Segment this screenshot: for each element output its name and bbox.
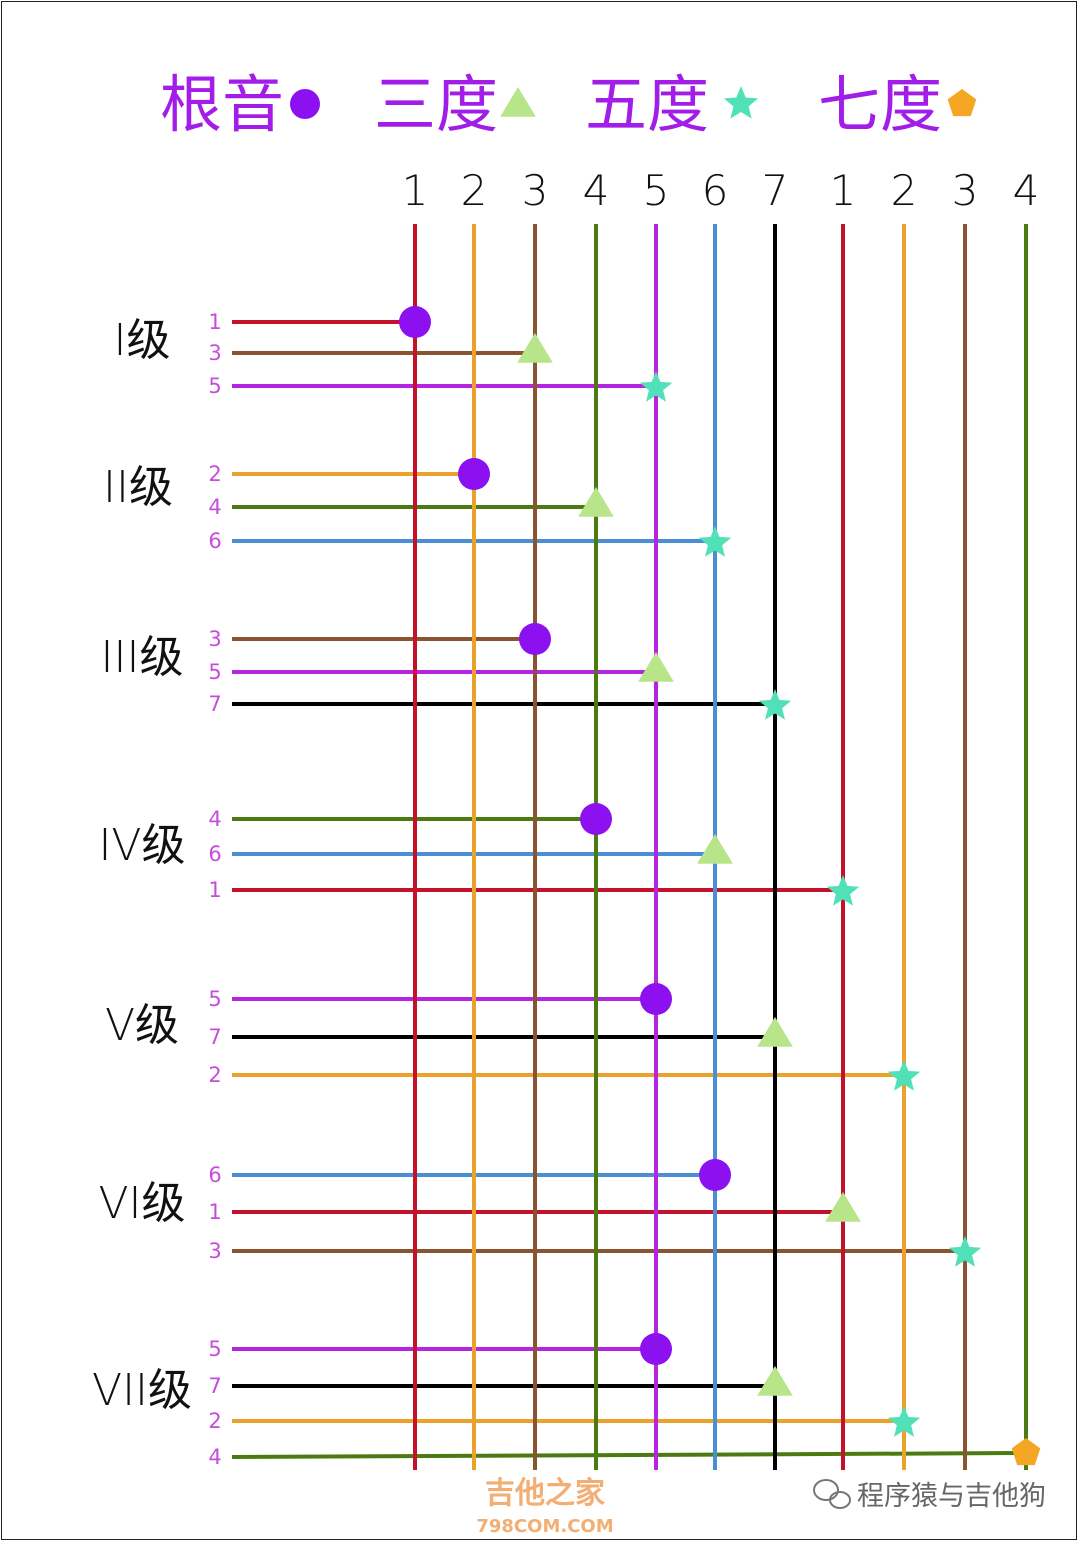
note-lines [231, 320, 1027, 1459]
fifth-marker [887, 1406, 921, 1437]
note-label: 3 [208, 627, 221, 651]
legend-label-triangle: 三度 [374, 68, 498, 141]
note-label: 7 [208, 1025, 221, 1049]
third-marker [757, 1366, 793, 1396]
degree-label: II级 [103, 462, 173, 513]
column-label: 2 [891, 166, 918, 215]
note-line [231, 1451, 1027, 1459]
note-label: 4 [208, 1445, 221, 1469]
note-label: 6 [208, 842, 221, 866]
watermarks: 吉他之家 798COM.COM 程序猿与吉他狗 [476, 1476, 1046, 1537]
legend-triangle-icon [500, 87, 536, 117]
seventh-marker [1011, 1438, 1041, 1466]
fifth-marker [758, 689, 792, 720]
note-label: 7 [208, 692, 221, 716]
wechat-icon [813, 1479, 851, 1509]
legend-circle-icon [290, 89, 320, 119]
root-marker [399, 306, 431, 338]
note-label: 5 [208, 987, 221, 1011]
note-label: 1 [208, 1200, 221, 1224]
third-marker [757, 1017, 793, 1047]
note-label: 4 [208, 807, 221, 831]
note-label: 4 [208, 495, 221, 519]
degree-label: III级 [101, 632, 184, 683]
fifth-marker [639, 371, 673, 402]
note-label: 5 [208, 660, 221, 684]
fifth-marker [887, 1060, 921, 1091]
watermark-account: 程序猿与吉他狗 [857, 1481, 1046, 1512]
column-label: 5 [643, 166, 670, 215]
root-marker [640, 983, 672, 1015]
markers [399, 306, 1041, 1466]
column-label: 1 [402, 166, 429, 215]
degree-label: IV级 [98, 820, 185, 871]
legend: 根音 三度 五度 七度 [160, 68, 977, 141]
column-label: 4 [1013, 166, 1040, 215]
root-marker [580, 803, 612, 835]
legend-pentagon-icon [947, 89, 977, 117]
legend-label-star: 五度 [585, 68, 709, 141]
column-label: 2 [461, 166, 488, 215]
column-label: 3 [522, 166, 549, 215]
third-marker [825, 1192, 861, 1222]
fifth-marker [948, 1236, 982, 1267]
column-label: 1 [830, 166, 857, 215]
degree-label: I级 [114, 315, 171, 366]
note-label: 7 [208, 1374, 221, 1398]
degree-label: VII级 [92, 1365, 192, 1416]
root-marker [519, 623, 551, 655]
root-marker [458, 458, 490, 490]
note-label: 3 [208, 341, 221, 365]
watermark-site-url: 798COM.COM [476, 1516, 613, 1537]
degree-label: VI级 [98, 1178, 185, 1229]
legend-label-pentagon: 七度 [818, 68, 942, 141]
note-label: 5 [208, 1337, 221, 1361]
note-label: 5 [208, 374, 221, 398]
third-marker [638, 652, 674, 682]
fifth-marker [826, 875, 860, 906]
column-lines [413, 224, 1028, 1470]
note-label: 6 [208, 1163, 221, 1187]
column-label: 3 [952, 166, 979, 215]
third-marker [517, 333, 553, 363]
note-label: 2 [208, 462, 221, 486]
watermark-site-name: 吉他之家 [485, 1476, 605, 1511]
root-marker [640, 1333, 672, 1365]
note-label: 6 [208, 529, 221, 553]
note-label: 2 [208, 1409, 221, 1433]
degree-label: V级 [105, 1000, 179, 1051]
column-label: 6 [702, 166, 729, 215]
note-label: 1 [208, 310, 221, 334]
third-marker [578, 487, 614, 517]
fifth-marker [698, 526, 732, 557]
note-label: 2 [208, 1063, 221, 1087]
note-label: 1 [208, 878, 221, 902]
root-marker [699, 1159, 731, 1191]
legend-star-icon [723, 86, 759, 119]
column-label: 7 [762, 166, 789, 215]
third-marker [697, 834, 733, 864]
row-labels: I级 1 3 5 II级 2 4 6 III级 3 5 7 IV级 4 6 1 V级 5 7 2 VI级 6 1 3 VII级 5… [92, 310, 222, 1469]
note-label: 3 [208, 1239, 221, 1263]
legend-label-circle: 根音 [160, 68, 284, 141]
column-label: 4 [583, 166, 610, 215]
